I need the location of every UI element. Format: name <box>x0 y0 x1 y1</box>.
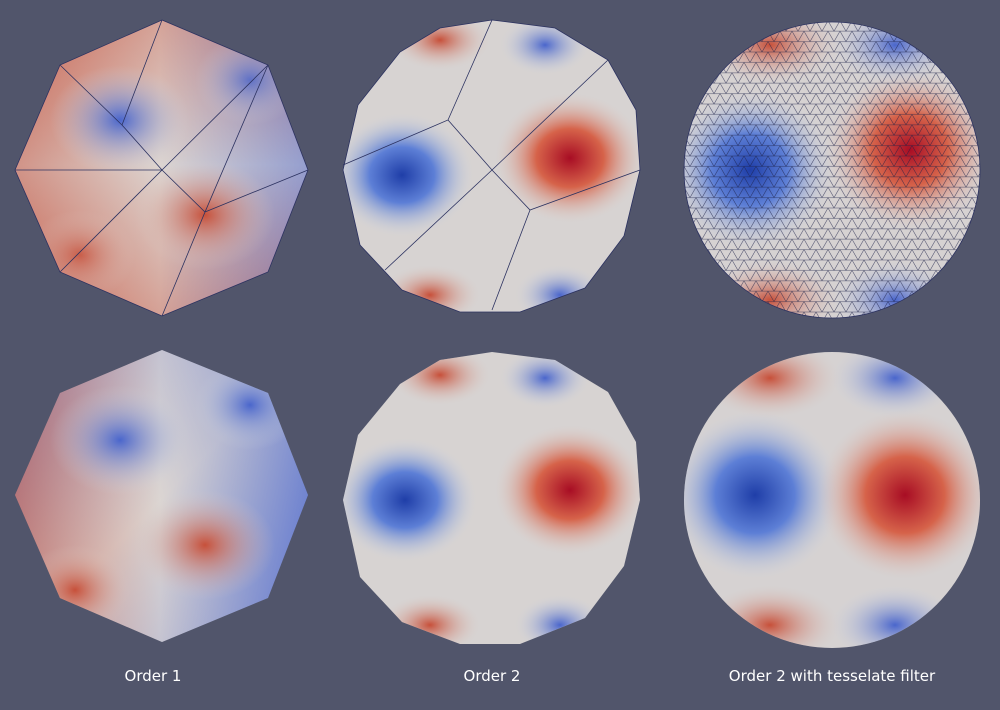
order1-surface-panel <box>15 350 308 642</box>
caption-order-2: Order 2 <box>463 667 521 685</box>
order2-surface-panel <box>343 352 640 644</box>
order1-mesh-panel <box>14 19 309 317</box>
order2-mesh-panel <box>342 19 641 313</box>
tessellated-surface-panel <box>684 352 980 648</box>
tessellated-mesh-panel <box>683 21 981 319</box>
caption-order-2-tesselate: Order 2 with tesselate filter <box>728 667 936 685</box>
caption-order-1: Order 1 <box>124 667 182 685</box>
